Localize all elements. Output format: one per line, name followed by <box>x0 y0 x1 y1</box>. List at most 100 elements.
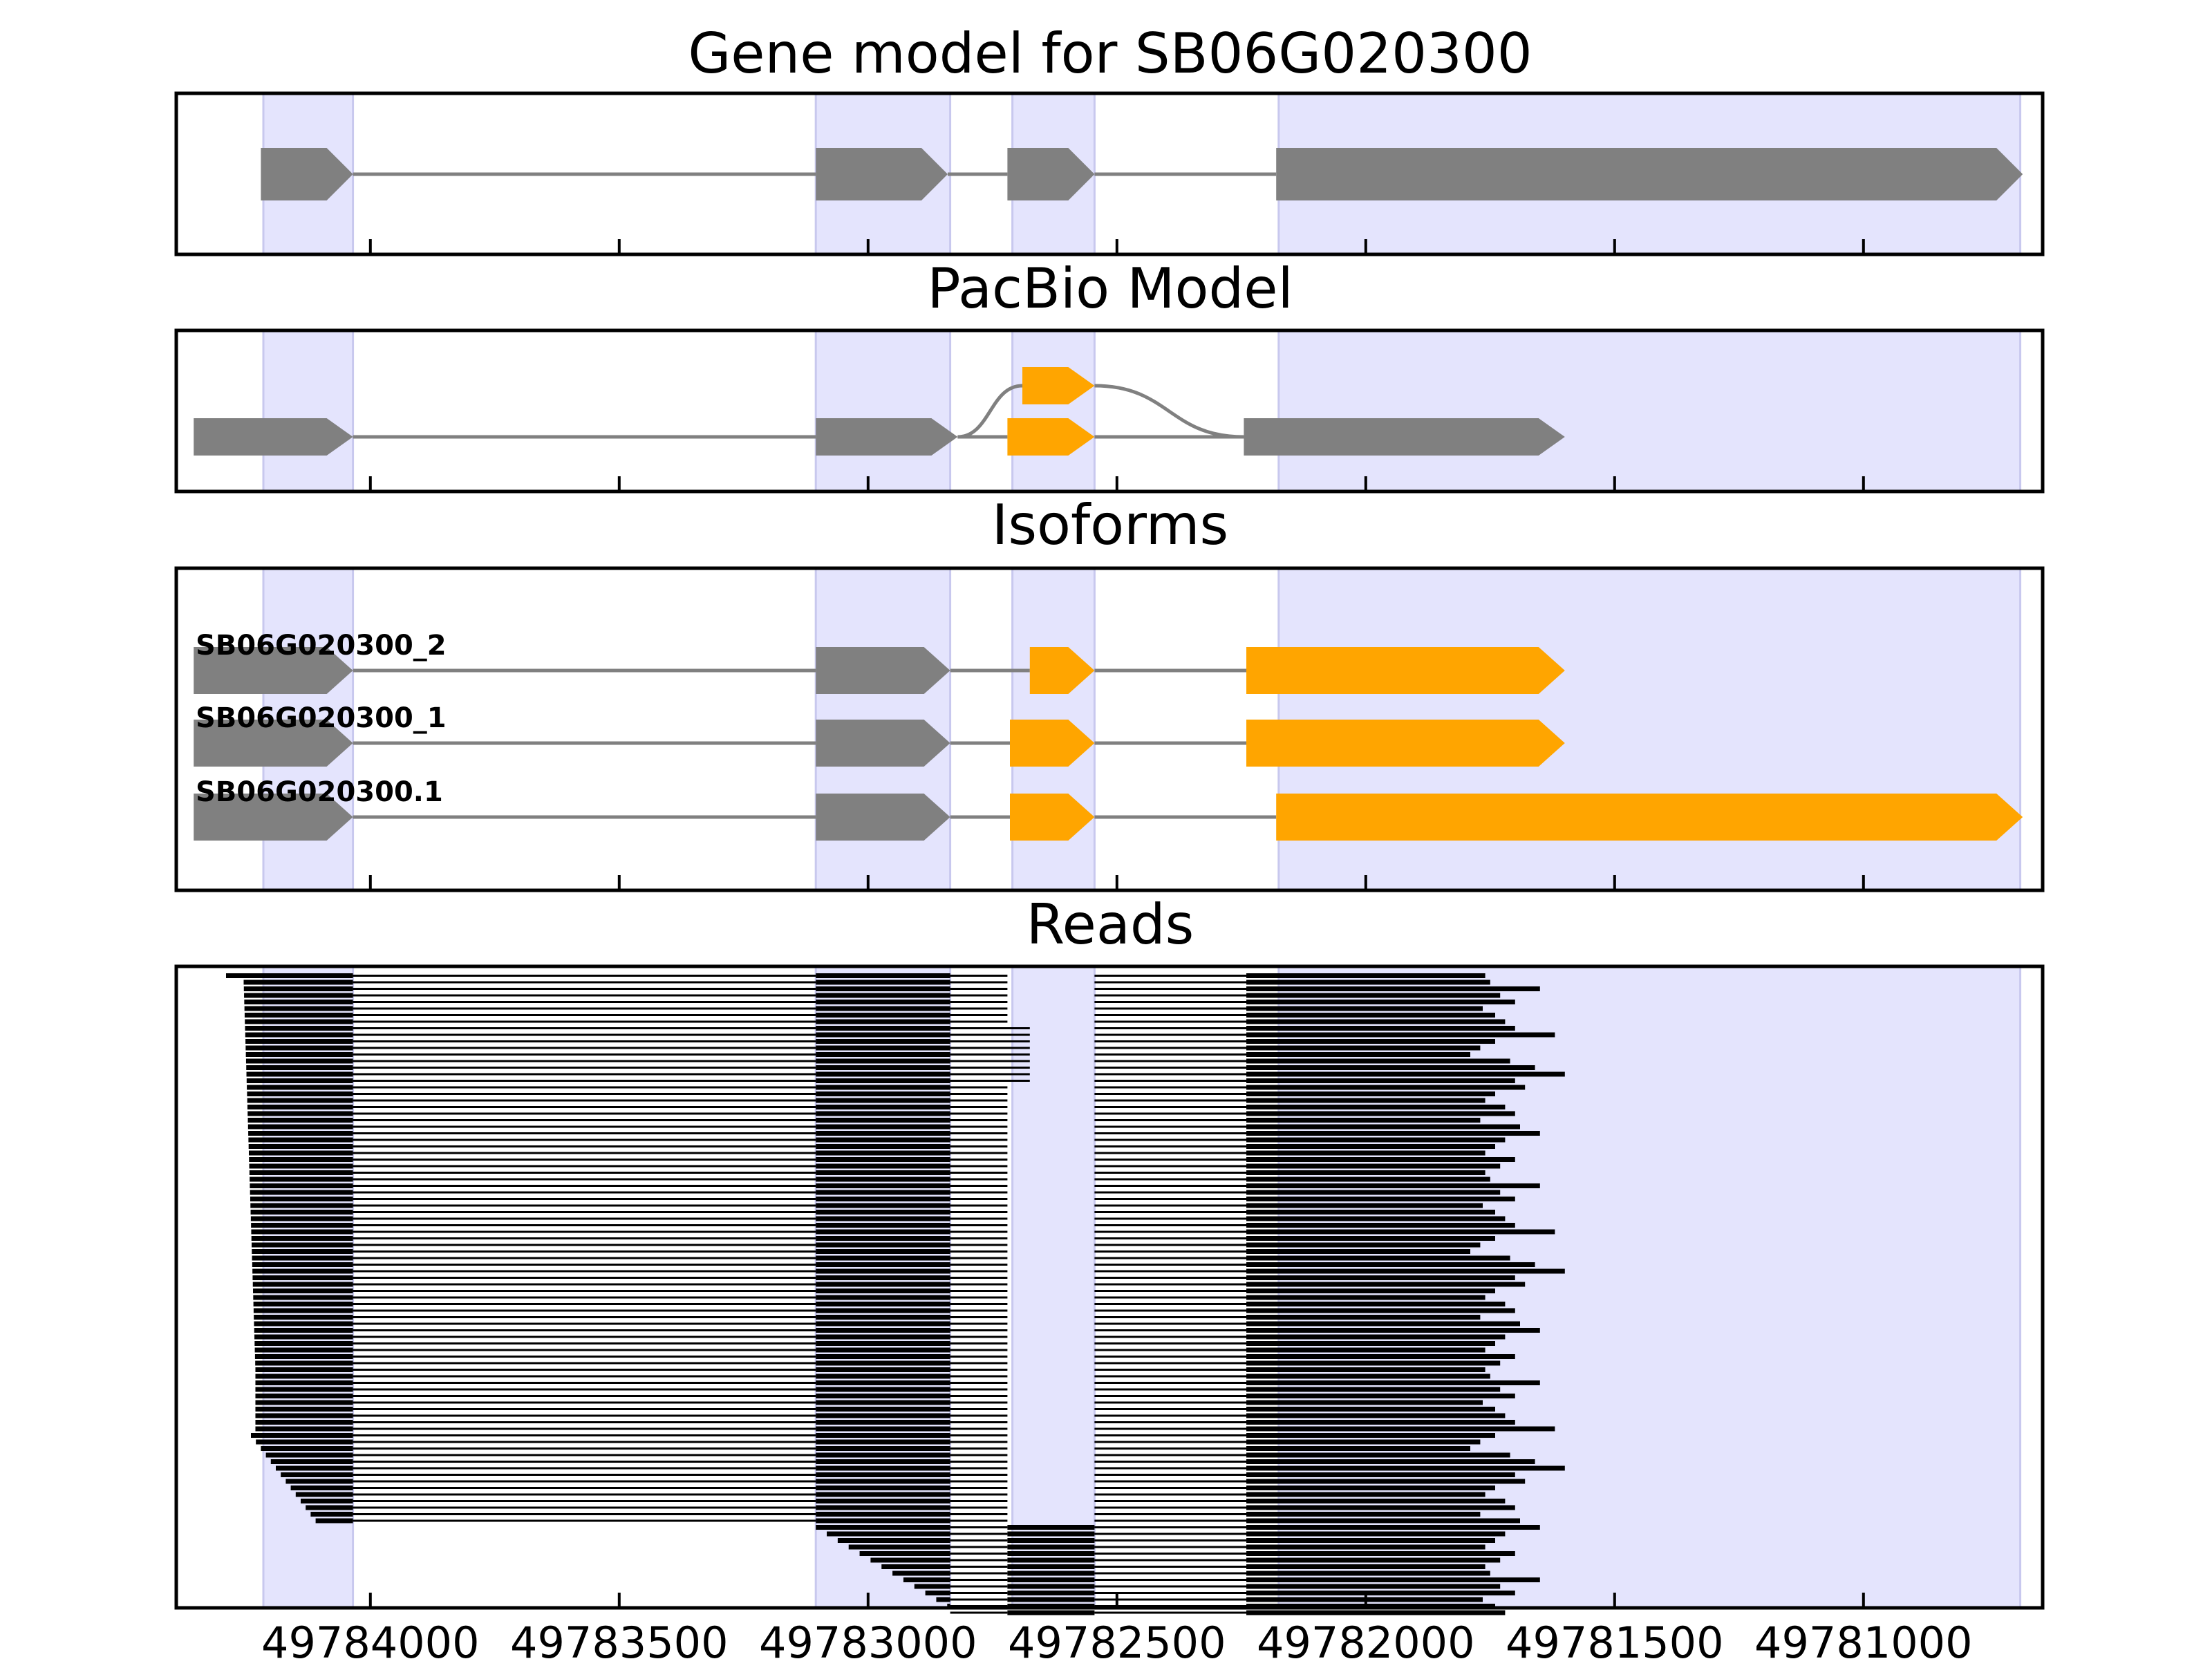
read-segment <box>255 1360 353 1366</box>
read-segment <box>903 1577 950 1582</box>
read-segment <box>245 1058 353 1064</box>
read-segment <box>255 1394 353 1398</box>
read-segment <box>253 1295 353 1300</box>
read-segment <box>1246 1315 1481 1320</box>
read-segment <box>251 1223 353 1228</box>
read-segment <box>816 1163 950 1169</box>
read-segment <box>1246 1177 1490 1182</box>
read-segment <box>315 1518 353 1524</box>
read-segment <box>285 1479 353 1484</box>
read-segment <box>226 973 353 978</box>
read-segment <box>816 1295 950 1300</box>
read-segment <box>255 1367 353 1372</box>
panel-frame <box>174 328 2045 494</box>
read-segment <box>1246 1203 1483 1208</box>
read-segment <box>245 1026 353 1031</box>
read-segment <box>250 1216 353 1221</box>
read-segment <box>816 1321 950 1327</box>
read-segment <box>1246 1512 1481 1517</box>
read-segment <box>301 1499 353 1503</box>
read-segment <box>816 1387 950 1392</box>
read-segment <box>816 1170 950 1175</box>
read-segment <box>1246 1465 1565 1471</box>
read-segment <box>250 1177 353 1182</box>
read-segment <box>1246 1420 1515 1425</box>
read-segment <box>1246 1577 1540 1582</box>
read-segment <box>881 1564 950 1569</box>
x-tick-label: 49783500 <box>510 1618 729 1659</box>
panel-gene-model <box>174 91 2045 256</box>
read-segment <box>1246 1407 1495 1412</box>
exon-block <box>194 794 353 841</box>
read-segment <box>816 1210 950 1215</box>
read-segment <box>255 1387 353 1392</box>
read-segment <box>270 1459 353 1464</box>
read-segment <box>816 1065 950 1070</box>
read-segment <box>1246 1013 1495 1018</box>
x-tick-label: 49782500 <box>1008 1618 1226 1659</box>
read-segment <box>816 1045 950 1051</box>
read-segment <box>255 1426 353 1432</box>
read-segment <box>251 1236 353 1241</box>
exon-highlight <box>814 329 952 493</box>
isoform-label: SB06G020300_1 <box>196 702 447 734</box>
exon-block <box>261 148 353 200</box>
read-segment <box>247 1098 353 1103</box>
exon-block <box>1010 720 1095 767</box>
exon-block <box>816 720 950 767</box>
read-segment <box>252 1282 353 1287</box>
read-segment <box>859 1551 950 1556</box>
read-segment <box>254 1347 353 1353</box>
panel-frame <box>174 566 2045 892</box>
read-segment <box>1007 1564 1095 1569</box>
read-segment <box>816 1525 950 1530</box>
read-segment <box>816 1026 950 1031</box>
read-segment <box>816 1249 950 1254</box>
read-segment <box>1246 1610 1506 1615</box>
read-segment <box>1246 1000 1515 1004</box>
read-segment <box>892 1571 950 1576</box>
read-segment <box>1246 1518 1520 1524</box>
read-segment <box>816 1131 950 1136</box>
read-segment <box>1246 1505 1515 1510</box>
read-segment <box>1246 1288 1495 1293</box>
title-pacbio-model: PacBio Model <box>927 256 1293 321</box>
x-tick-label: 49782000 <box>1257 1618 1475 1659</box>
read-segment <box>245 1019 353 1024</box>
read-segment <box>816 1039 950 1044</box>
x-axis-ticks <box>368 239 1865 1608</box>
read-segment <box>816 1505 950 1510</box>
read-segment <box>1246 1085 1526 1090</box>
isoform-label: SB06G020300_2 <box>196 630 447 662</box>
read-segment <box>1246 1157 1515 1162</box>
read-segment <box>1246 1105 1506 1109</box>
read-segment <box>1007 1525 1095 1530</box>
read-segment <box>816 980 950 985</box>
read-segment <box>1246 1249 1470 1254</box>
read-segment <box>1246 1275 1515 1280</box>
read-segment <box>816 1085 950 1090</box>
read-segment <box>1246 1124 1520 1130</box>
read-segment <box>248 1137 353 1143</box>
read-segment <box>252 1249 353 1254</box>
read-segment <box>816 1347 950 1353</box>
read-segment <box>1246 1071 1565 1077</box>
read-segment <box>1246 980 1490 985</box>
read-segment <box>255 1380 353 1385</box>
exon-block <box>816 418 958 456</box>
read-segment <box>1007 1544 1095 1550</box>
read-segment <box>816 1216 950 1221</box>
read-segment <box>245 1039 353 1044</box>
read-segment <box>1246 1413 1506 1418</box>
x-axis-tick-labels: 49784000 49783500 49783000 49782500 49782000… <box>261 1618 1973 1659</box>
read-segment <box>250 1197 353 1201</box>
read-segment <box>1246 1557 1501 1563</box>
read-segment <box>1246 1374 1490 1379</box>
read-segment <box>816 1058 950 1064</box>
read-segment <box>1246 1078 1515 1083</box>
read-segment <box>1246 1032 1555 1038</box>
read-segment <box>1246 1098 1485 1103</box>
read-segment <box>816 1144 950 1149</box>
read-segment <box>1246 1341 1495 1346</box>
panel-isoforms: SB06G020300_2 SB06G020300_1 SB06G020300.1 <box>174 566 2045 892</box>
